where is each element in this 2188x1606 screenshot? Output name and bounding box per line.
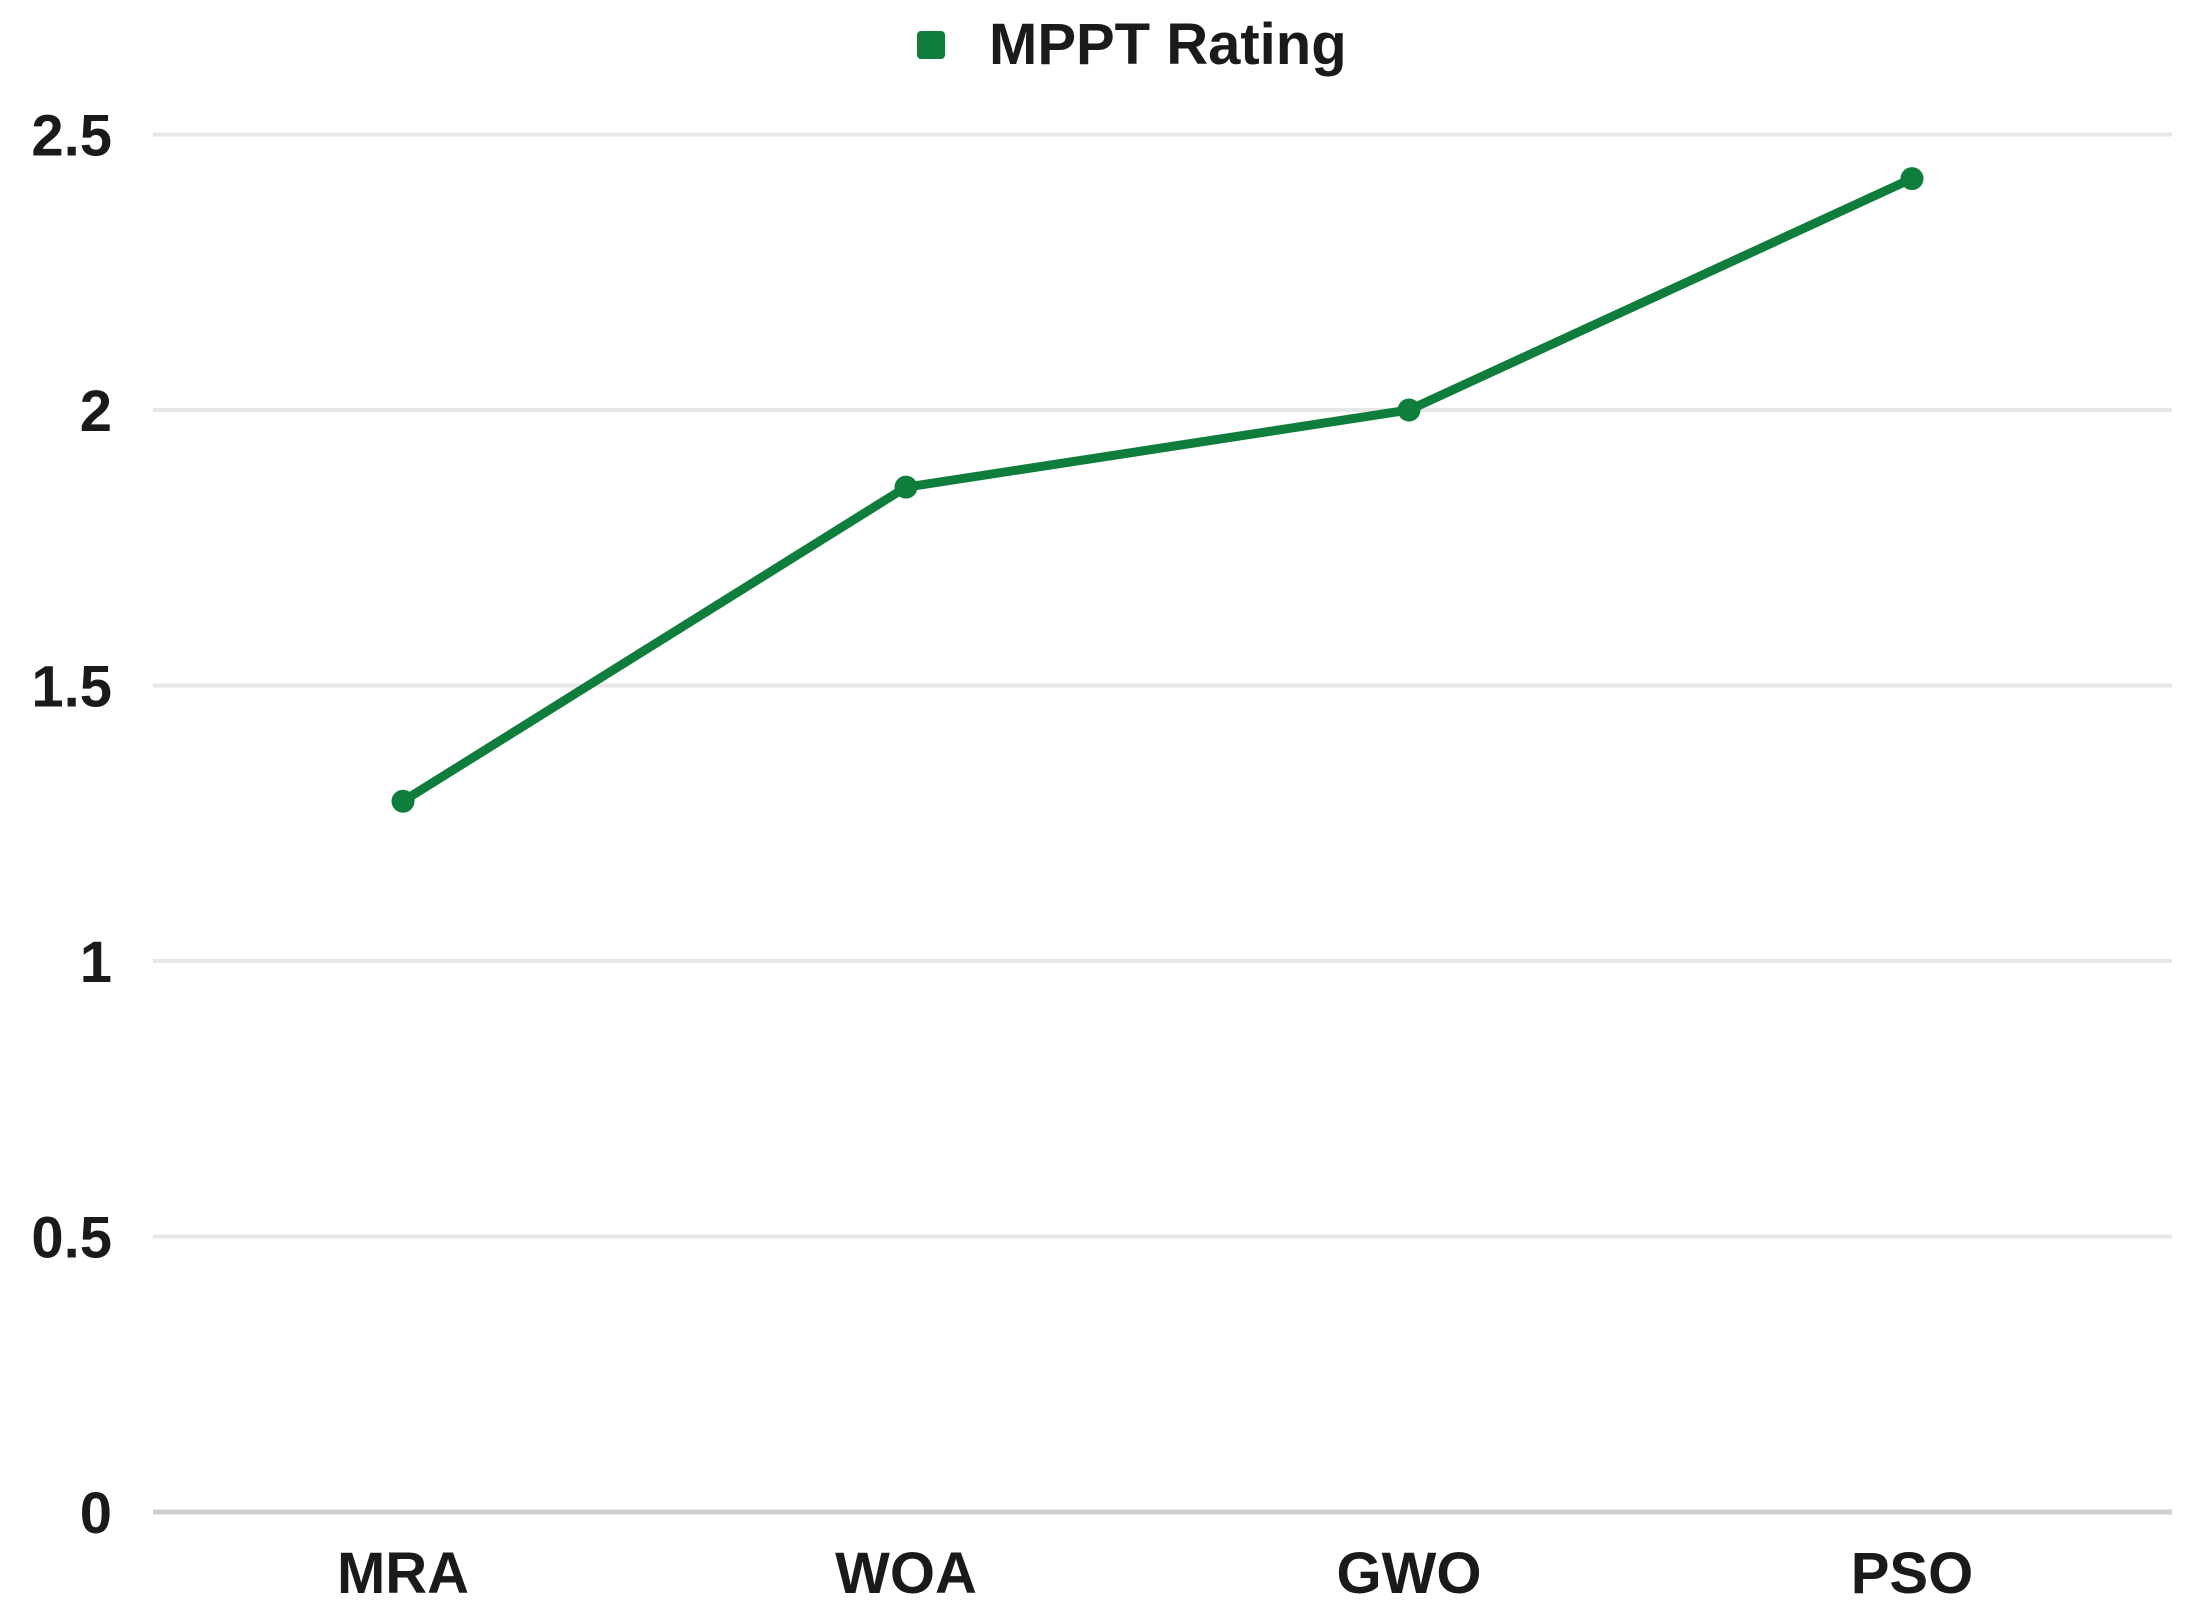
x-category-label: MRA bbox=[337, 1541, 469, 1606]
y-tick-label: 1 bbox=[80, 930, 112, 995]
y-tick-label: 0 bbox=[80, 1481, 112, 1546]
y-tick-label: 0.5 bbox=[31, 1205, 112, 1270]
x-category-label: WOA bbox=[835, 1541, 977, 1606]
series-line bbox=[398, 174, 1917, 806]
y-tick-label: 1.5 bbox=[31, 654, 112, 719]
y-tick-label: 2 bbox=[80, 379, 112, 444]
data-point bbox=[894, 475, 918, 499]
x-category-label: PSO bbox=[1851, 1541, 1974, 1606]
data-point bbox=[1397, 398, 1421, 422]
legend-label: MPPT Rating bbox=[989, 12, 1347, 77]
chart-legend: MPPT Rating bbox=[917, 16, 1347, 74]
data-point bbox=[391, 789, 415, 813]
y-tick-label: 2.5 bbox=[31, 103, 112, 168]
data-point bbox=[1900, 167, 1924, 191]
legend-marker-icon bbox=[917, 31, 945, 59]
x-category-label: GWO bbox=[1337, 1541, 1482, 1606]
